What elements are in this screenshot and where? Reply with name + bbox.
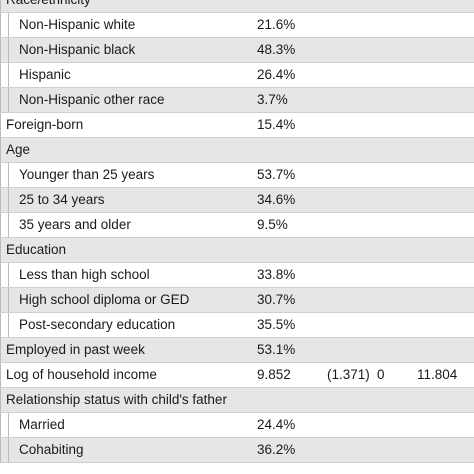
- indent-cell: [0, 288, 8, 312]
- row-label: Employed in past week: [0, 338, 252, 362]
- indent-cell: [0, 63, 8, 87]
- row-value: 0: [377, 367, 385, 382]
- section-heading: Education: [0, 238, 252, 262]
- indent-cell: [0, 438, 8, 462]
- row-value: 21.6%: [257, 17, 296, 32]
- section-heading-row: Education: [0, 238, 474, 263]
- row-value: 34.6%: [257, 192, 296, 207]
- indent-cell: [0, 313, 8, 337]
- row-label: Non-Hispanic white: [8, 13, 252, 37]
- table-row: 25 to 34 years 34.6%: [0, 188, 474, 213]
- row-label: Foreign-born: [0, 113, 252, 137]
- table-row: Log of household income 9.852 (1.371) 0 11.8…: [0, 363, 474, 388]
- row-value: 53.7%: [257, 167, 296, 182]
- row-value: 36.2%: [257, 442, 296, 457]
- table-row: Foreign-born 15.4%: [0, 113, 474, 138]
- table-row: Married 24.4%: [0, 413, 474, 438]
- row-value: 48.3%: [257, 42, 296, 57]
- row-label: Post-secondary education: [8, 313, 252, 337]
- row-label: Cohabiting: [8, 438, 252, 462]
- row-value: (1.371): [327, 367, 370, 382]
- section-heading: Relationship status with child's father: [0, 388, 252, 412]
- indent-cell: [0, 88, 8, 112]
- row-label: 25 to 34 years: [8, 188, 252, 212]
- indent-cell: [0, 263, 8, 287]
- indent-cell: [0, 163, 8, 187]
- table-row: Younger than 25 years 53.7%: [0, 163, 474, 188]
- row-label: Non-Hispanic black: [8, 38, 252, 62]
- row-value: 3.7%: [257, 92, 288, 107]
- table-row: High school diploma or GED 30.7%: [0, 288, 474, 313]
- row-value: 11.804: [417, 367, 458, 382]
- row-value: 15.4%: [257, 117, 296, 132]
- row-label: High school diploma or GED: [8, 288, 252, 312]
- row-label: 35 years and older: [8, 213, 252, 237]
- table-row: Less than high school 33.8%: [0, 263, 474, 288]
- table-row: Cohabiting 36.2%: [0, 438, 474, 463]
- row-label: Married: [8, 413, 252, 437]
- indent-cell: [0, 188, 8, 212]
- row-value: 24.4%: [257, 417, 296, 432]
- row-label: Younger than 25 years: [8, 163, 252, 187]
- section-heading-row: Age: [0, 138, 474, 163]
- table: Race/ethnicityNon-Hispanic white21.6%Non…: [0, 0, 474, 463]
- table-row: Non-Hispanic white 21.6%: [0, 13, 474, 38]
- table-row: Non-Hispanic other race 3.7%: [0, 88, 474, 113]
- indent-cell: [0, 213, 8, 237]
- row-label: Hispanic: [8, 63, 252, 87]
- indent-cell: [0, 413, 8, 437]
- row-value: 33.8%: [257, 267, 296, 282]
- row-label: Less than high school: [8, 263, 252, 287]
- indent-cell: [0, 13, 8, 37]
- row-label: Log of household income: [0, 363, 252, 387]
- table-row: Non-Hispanic black 48.3%: [0, 38, 474, 63]
- row-value: 35.5%: [257, 317, 296, 332]
- row-value: 53.1%: [257, 342, 296, 357]
- indent-cell: [0, 38, 8, 62]
- row-value: 9.5%: [257, 217, 288, 232]
- section-heading: Age: [0, 138, 252, 162]
- table-row: Employed in past week 53.1%: [0, 338, 474, 363]
- table-row: 35 years and older 9.5%: [0, 213, 474, 238]
- row-label: Non-Hispanic other race: [8, 88, 252, 112]
- row-value: 26.4%: [257, 67, 296, 82]
- table-row: Post-secondary education 35.5%: [0, 313, 474, 338]
- section-heading: Race/ethnicity: [0, 0, 252, 12]
- row-value: 30.7%: [257, 292, 296, 307]
- row-value: 9.852: [257, 367, 291, 382]
- section-heading-row: Race/ethnicity: [0, 0, 474, 13]
- section-heading-row: Relationship status with child's father: [0, 388, 474, 413]
- table-row: Hispanic 26.4%: [0, 63, 474, 88]
